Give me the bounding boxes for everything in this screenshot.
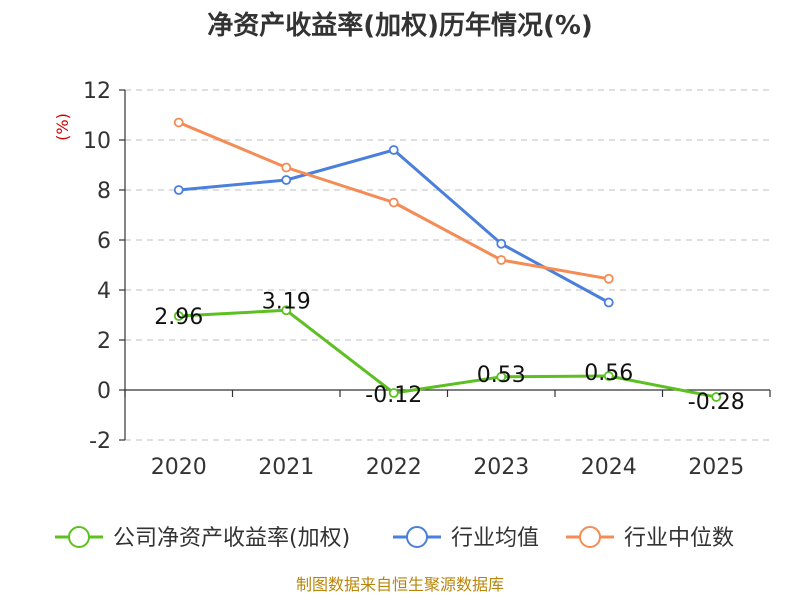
legend-label: 行业中位数 — [624, 526, 734, 551]
legend-swatch-marker — [406, 526, 428, 548]
data-point[interactable] — [496, 371, 507, 382]
legend[interactable]: 公司净资产收益率(加权) 行业均值 行业中位数 — [55, 526, 734, 551]
data-point[interactable] — [496, 238, 507, 249]
x-tick-label: 2024 — [581, 455, 637, 480]
y-tick-label: 4 — [97, 279, 111, 304]
data-point[interactable] — [281, 162, 292, 173]
series-line — [178, 308, 717, 399]
y-tick-label: 6 — [97, 229, 111, 254]
y-tick-label: 8 — [97, 179, 111, 204]
data-labels: 2.96 3.19 -0.12 0.53 0.56 -0.28 — [154, 289, 744, 415]
chart-title: 净资产收益率(加权)历年情况(%) — [207, 10, 593, 41]
data-label: 0.53 — [477, 363, 526, 388]
y-tick-label: 0 — [97, 379, 111, 404]
data-point[interactable] — [711, 392, 722, 402]
x-tick-label: 2023 — [473, 455, 529, 480]
x-tick-label: 2020 — [151, 455, 207, 480]
x-tick-label: 2021 — [258, 455, 314, 480]
legend-swatch-marker — [68, 526, 90, 548]
data-label: 2.96 — [154, 305, 203, 330]
axes: -2 0 2 4 6 8 10 12 2020 2021 2022 2023 2024 2025 — [83, 79, 771, 480]
series-layer — [173, 117, 722, 402]
data-label: -0.28 — [688, 390, 745, 415]
data-point[interactable] — [496, 255, 507, 265]
data-point[interactable] — [388, 388, 399, 398]
data-point[interactable] — [603, 371, 614, 381]
y-tick-label: 12 — [83, 79, 111, 104]
data-label: -0.12 — [365, 383, 422, 408]
legend-item[interactable]: 行业均值 — [393, 526, 539, 551]
source-note: 制图数据来自恒生聚源数据库 — [296, 575, 504, 594]
data-point[interactable] — [603, 297, 614, 308]
legend-item[interactable]: 公司净资产收益率(加权) — [55, 526, 350, 551]
data-point[interactable] — [173, 117, 184, 128]
y-tick-label: -2 — [89, 429, 111, 454]
data-label: 3.19 — [262, 289, 311, 314]
legend-label: 公司净资产收益率(加权) — [113, 526, 350, 551]
data-point[interactable] — [173, 185, 184, 195]
legend-item[interactable]: 行业中位数 — [566, 526, 734, 551]
data-point[interactable] — [603, 273, 614, 284]
legend-swatch-marker — [579, 526, 601, 548]
data-point[interactable] — [173, 311, 184, 321]
x-tick-label: 2025 — [688, 455, 744, 480]
grid — [125, 89, 770, 441]
data-label: 0.56 — [584, 361, 633, 386]
legend-label: 行业均值 — [451, 526, 539, 551]
y-axis-unit-label: (%) — [53, 113, 72, 141]
y-tick-label: 2 — [97, 329, 111, 354]
y-tick-label: 10 — [83, 129, 111, 154]
data-point[interactable] — [388, 145, 399, 155]
x-tick-label: 2022 — [366, 455, 422, 480]
data-point[interactable] — [281, 175, 292, 185]
data-point[interactable] — [388, 197, 399, 208]
data-point[interactable] — [281, 305, 292, 316]
series-line — [178, 148, 610, 304]
